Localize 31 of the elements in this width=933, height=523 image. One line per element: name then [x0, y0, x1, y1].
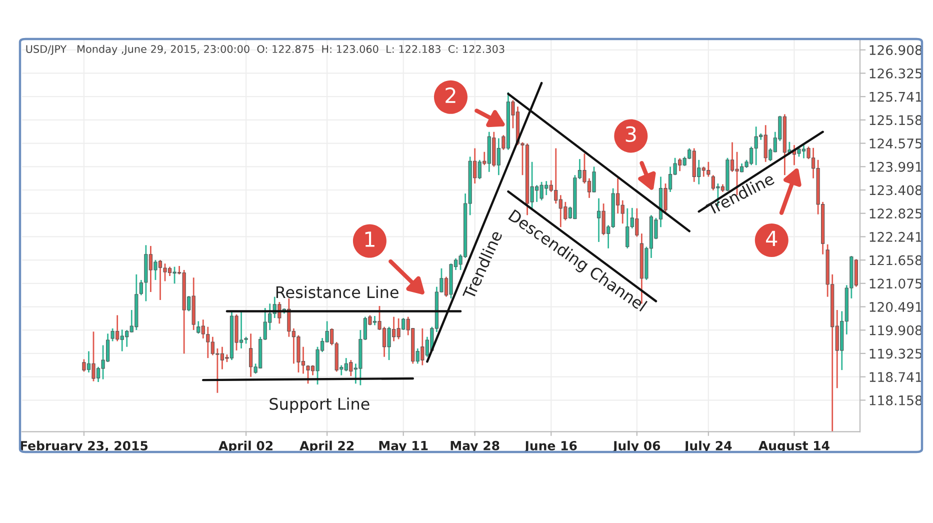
- annotation: 4: [766, 230, 778, 246]
- annotation: 3: [626, 126, 636, 142]
- y-tick-label: 126.908: [870, 45, 922, 56]
- y-tick-label: 122.825: [870, 208, 922, 219]
- text: USD/JPY Monday ,June 29, 2015, 23:00:00 O: 122.875 H: 123.060 L: 122.183 C: 122.303: [26, 44, 504, 55]
- y-tick-label: 120.491: [870, 302, 922, 312]
- y-tick-label: 123.408: [870, 185, 922, 196]
- x-tick-label: May 11: [379, 441, 428, 453]
- y-tick-label: 122.241: [870, 232, 922, 242]
- y-tick-label: 124.575: [870, 138, 922, 148]
- candlestick: [139, 279, 143, 296]
- annotation: 2: [446, 87, 456, 103]
- x-tick-label: April 02: [218, 440, 273, 453]
- y-tick-label: 119.325: [870, 348, 922, 359]
- annotation: 1: [365, 232, 374, 247]
- y-tick-label: 125.741: [870, 92, 922, 102]
- y-tick-label: 123.991: [870, 162, 922, 172]
- x-tick-label: August 14: [758, 441, 830, 453]
- y-tick-label: 126.325: [870, 68, 922, 78]
- y-tick-label: 121.658: [870, 255, 922, 266]
- y-tick-label: 121.075: [870, 278, 922, 289]
- y-tick-label: 118.741: [870, 372, 922, 382]
- y-tick-label: 119.908: [870, 325, 922, 336]
- x-tick-label: April 22: [300, 440, 354, 453]
- annotation: Resistance Line: [276, 286, 398, 298]
- x-tick-label: May 28: [450, 440, 500, 453]
- annotation: Support Line: [270, 398, 370, 414]
- x-tick-label: February 23, 2015: [20, 440, 148, 453]
- y-tick-label: 125.158: [870, 115, 922, 126]
- x-tick-label: June 16: [524, 440, 577, 453]
- y-tick-label: 118.158: [870, 395, 922, 406]
